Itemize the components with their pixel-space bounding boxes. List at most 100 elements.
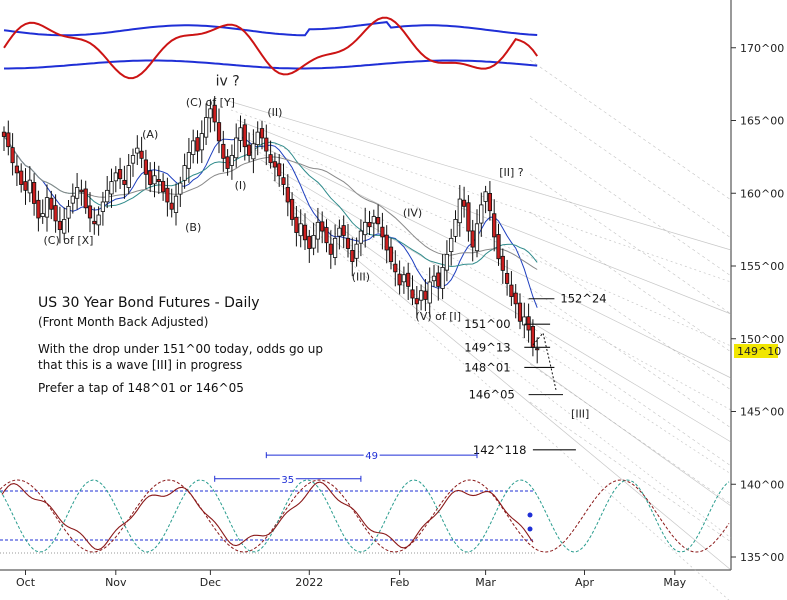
- candle: [44, 184, 50, 232]
- candle: [496, 223, 501, 266]
- candle-body: [79, 189, 84, 193]
- channel-line: [224, 99, 732, 251]
- candle-body: [251, 143, 256, 160]
- candle: [509, 271, 514, 306]
- candle: [83, 180, 88, 214]
- level-label: 152^24: [560, 292, 606, 306]
- candle: [191, 129, 196, 164]
- candle: [160, 173, 166, 201]
- candle-body: [289, 198, 295, 220]
- candle: [221, 130, 226, 172]
- candle-body: [195, 137, 200, 152]
- candle-body: [535, 348, 540, 351]
- level-label: 148^01: [464, 360, 510, 374]
- span-label-bg: [363, 449, 380, 461]
- candle: [165, 177, 170, 217]
- candle-body: [32, 182, 37, 204]
- candle-body: [139, 150, 144, 159]
- candle: [109, 168, 114, 208]
- candle-body: [118, 169, 123, 180]
- candle-body: [367, 221, 372, 228]
- candle-body: [341, 225, 346, 236]
- candle-body: [87, 205, 93, 219]
- candle: [251, 129, 256, 174]
- candle: [457, 184, 462, 237]
- candle-body: [6, 132, 11, 148]
- level-label: 149^13: [464, 340, 510, 354]
- candle-body: [436, 272, 441, 287]
- candle-body: [375, 217, 381, 225]
- candle: [384, 225, 389, 264]
- x-tick-label: Oct: [16, 576, 36, 589]
- candle-body: [126, 165, 131, 188]
- candle: [526, 303, 531, 343]
- candle: [242, 118, 247, 161]
- projection-line: [529, 363, 732, 505]
- candle-body: [148, 170, 153, 185]
- x-tick-label: 2022: [295, 576, 323, 589]
- last-price-label: 149^10: [737, 345, 781, 358]
- candle: [87, 192, 93, 233]
- candle-body: [513, 292, 518, 305]
- candle: [62, 207, 67, 240]
- y-tick-label: 150^00: [740, 333, 784, 346]
- candle-body: [449, 237, 454, 252]
- candle: [100, 191, 105, 226]
- candle: [53, 194, 58, 233]
- candle: [406, 262, 411, 300]
- x-tick-label: Feb: [390, 576, 409, 589]
- candle: [461, 186, 467, 218]
- candle-body: [397, 273, 402, 286]
- projection-line: [529, 249, 732, 391]
- last-price-box: [734, 344, 778, 358]
- span-label: 35: [281, 475, 294, 486]
- candle: [449, 228, 454, 266]
- wave-label: (III): [352, 271, 370, 284]
- candle-body: [410, 289, 415, 299]
- candle-body: [242, 124, 247, 148]
- candle-body: [36, 199, 41, 219]
- candle: [113, 166, 118, 193]
- candle-body: [461, 199, 467, 207]
- candle: [354, 237, 359, 267]
- cycle-dot-upper: [527, 512, 533, 518]
- candle: [363, 207, 368, 248]
- projection-line: [529, 97, 732, 239]
- candle: [436, 265, 441, 301]
- note-line-3: Prefer a tap of 148^01 or 146^05: [38, 381, 244, 395]
- candle-body: [388, 246, 394, 263]
- candle: [126, 153, 131, 195]
- candle-body: [1, 131, 7, 137]
- y-tick-label: 155^00: [740, 260, 784, 273]
- candle: [367, 210, 372, 236]
- candle-body: [526, 316, 531, 331]
- channel-line: [248, 139, 732, 379]
- candle: [444, 240, 450, 282]
- candle-body: [27, 179, 32, 194]
- candle: [414, 286, 419, 319]
- candle-body: [255, 131, 260, 146]
- wave-label: (IV): [403, 207, 422, 220]
- candle: [27, 166, 32, 203]
- candle: [393, 250, 398, 287]
- candle-body: [203, 117, 209, 138]
- wave-labels: (C) of [X] (A) (B) (C) of [Y] iv ? (I) (II) (IV…: [44, 74, 590, 421]
- candle: [259, 120, 265, 150]
- candle: [302, 213, 308, 250]
- candle-body: [23, 181, 28, 191]
- candle: [19, 163, 24, 193]
- candle: [289, 192, 295, 226]
- x-tick-label: Dec: [200, 576, 221, 589]
- channel-line: [254, 149, 732, 411]
- candle: [311, 222, 316, 256]
- candlesticks: [1, 96, 540, 364]
- candle: [92, 207, 97, 235]
- candle: [380, 212, 385, 250]
- candle: [57, 206, 63, 244]
- candle: [173, 183, 179, 226]
- candle: [285, 174, 290, 217]
- candle: [401, 266, 407, 294]
- projection-line: [529, 287, 732, 429]
- wave-label: (B): [185, 221, 201, 234]
